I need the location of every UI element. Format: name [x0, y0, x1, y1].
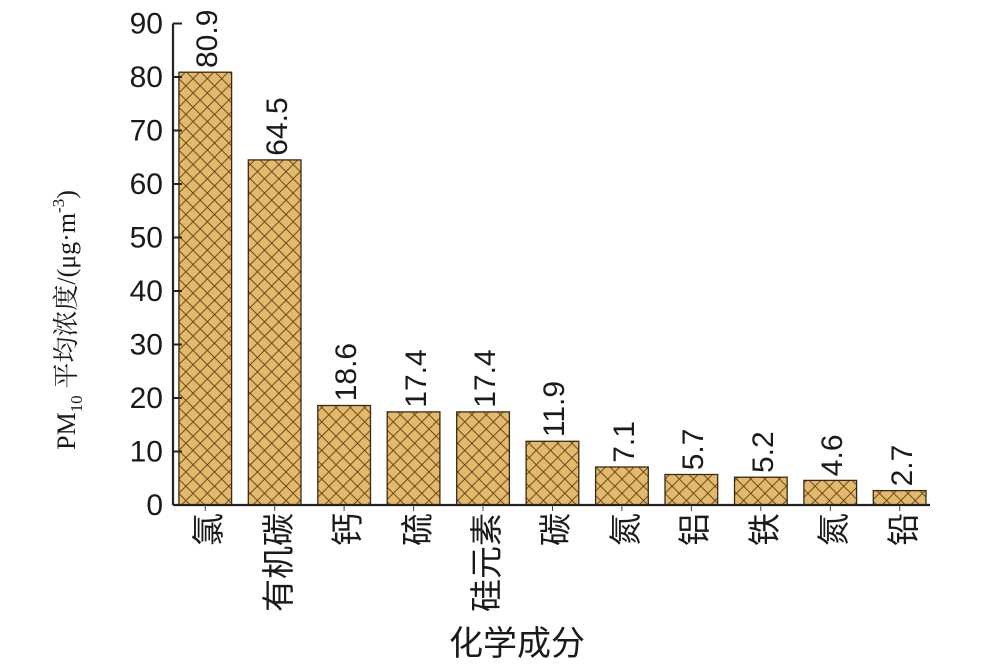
svg-text:90: 90: [130, 8, 163, 41]
svg-text:碳: 碳: [537, 513, 574, 546]
svg-text:有机碳: 有机碳: [260, 513, 297, 612]
svg-text:氮: 氮: [815, 513, 852, 546]
svg-text:17.4: 17.4: [469, 349, 502, 407]
svg-text:80.9: 80.9: [191, 10, 224, 68]
svg-text:硅元素: 硅元素: [468, 513, 505, 612]
svg-text:2.7: 2.7: [886, 445, 919, 487]
svg-text:铁: 铁: [746, 513, 783, 546]
svg-text:60: 60: [130, 168, 163, 201]
svg-text:30: 30: [130, 329, 163, 362]
svg-text:50: 50: [130, 222, 163, 255]
svg-text:化学成分: 化学成分: [449, 625, 585, 663]
svg-text:70: 70: [130, 115, 163, 148]
svg-text:7.1: 7.1: [608, 421, 641, 463]
svg-text:20: 20: [130, 382, 163, 415]
svg-text:64.5: 64.5: [261, 97, 294, 155]
svg-text:氮: 氮: [607, 513, 644, 546]
svg-text:5.2: 5.2: [747, 431, 780, 473]
svg-text:40: 40: [130, 275, 163, 308]
svg-text:PM10 平均浓度/(μg·m-3): PM10 平均浓度/(μg·m-3): [46, 190, 86, 450]
svg-text:11.9: 11.9: [538, 381, 571, 437]
svg-text:硫: 硫: [399, 513, 436, 546]
svg-text:5.7: 5.7: [677, 429, 710, 471]
svg-text:铅: 铅: [885, 513, 922, 546]
svg-text:18.6: 18.6: [330, 343, 363, 401]
svg-text:4.6: 4.6: [816, 434, 849, 476]
svg-text:17.4: 17.4: [400, 349, 433, 407]
svg-text:铝: 铝: [676, 513, 713, 546]
svg-text:80: 80: [130, 61, 163, 94]
svg-text:氯: 氯: [190, 513, 227, 546]
svg-text:10: 10: [130, 436, 163, 469]
svg-text:0: 0: [146, 489, 163, 522]
svg-text:钙: 钙: [329, 513, 366, 546]
